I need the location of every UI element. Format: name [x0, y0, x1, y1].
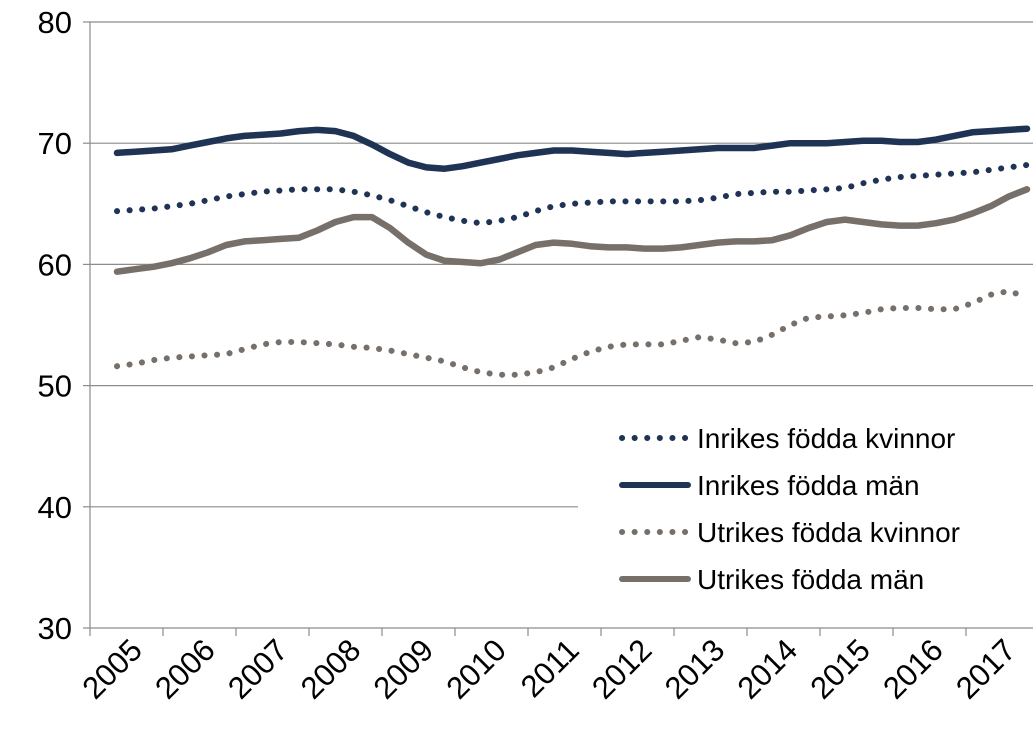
legend-label: Utrikes födda män	[697, 564, 924, 595]
x-tick-label: 2011	[514, 632, 586, 704]
x-tick-label: 2017	[949, 632, 1023, 706]
y-tick-label: 80	[38, 5, 72, 40]
y-tick-label: 70	[38, 126, 72, 161]
x-tick-label: 2010	[439, 632, 513, 706]
y-tick-label: 60	[38, 247, 72, 282]
x-tick-label: 2006	[148, 632, 222, 706]
series-line	[114, 288, 1030, 378]
x-tick-label: 2015	[803, 632, 877, 706]
x-tick-label: 2009	[367, 632, 441, 706]
legend-label: Utrikes födda kvinnor	[697, 517, 960, 548]
legend-background	[578, 395, 1033, 620]
series-line	[113, 125, 1031, 172]
x-tick-label: 2005	[75, 632, 149, 706]
x-tick-label: 2012	[585, 632, 659, 706]
legend-label: Inrikes födda män	[697, 470, 920, 501]
series-line	[113, 186, 1031, 275]
y-tick-label: 40	[38, 490, 72, 525]
x-tick-label: 2014	[731, 632, 805, 706]
x-tick-label: 2016	[876, 632, 950, 706]
y-tick-label: 30	[38, 611, 72, 646]
x-tick-label: 2007	[221, 632, 295, 706]
series-line	[114, 162, 1030, 227]
legend-label: Inrikes födda kvinnor	[697, 423, 955, 454]
x-tick-label: 2008	[294, 632, 368, 706]
x-tick-label: 2013	[658, 632, 732, 706]
y-tick-label: 50	[38, 369, 72, 404]
